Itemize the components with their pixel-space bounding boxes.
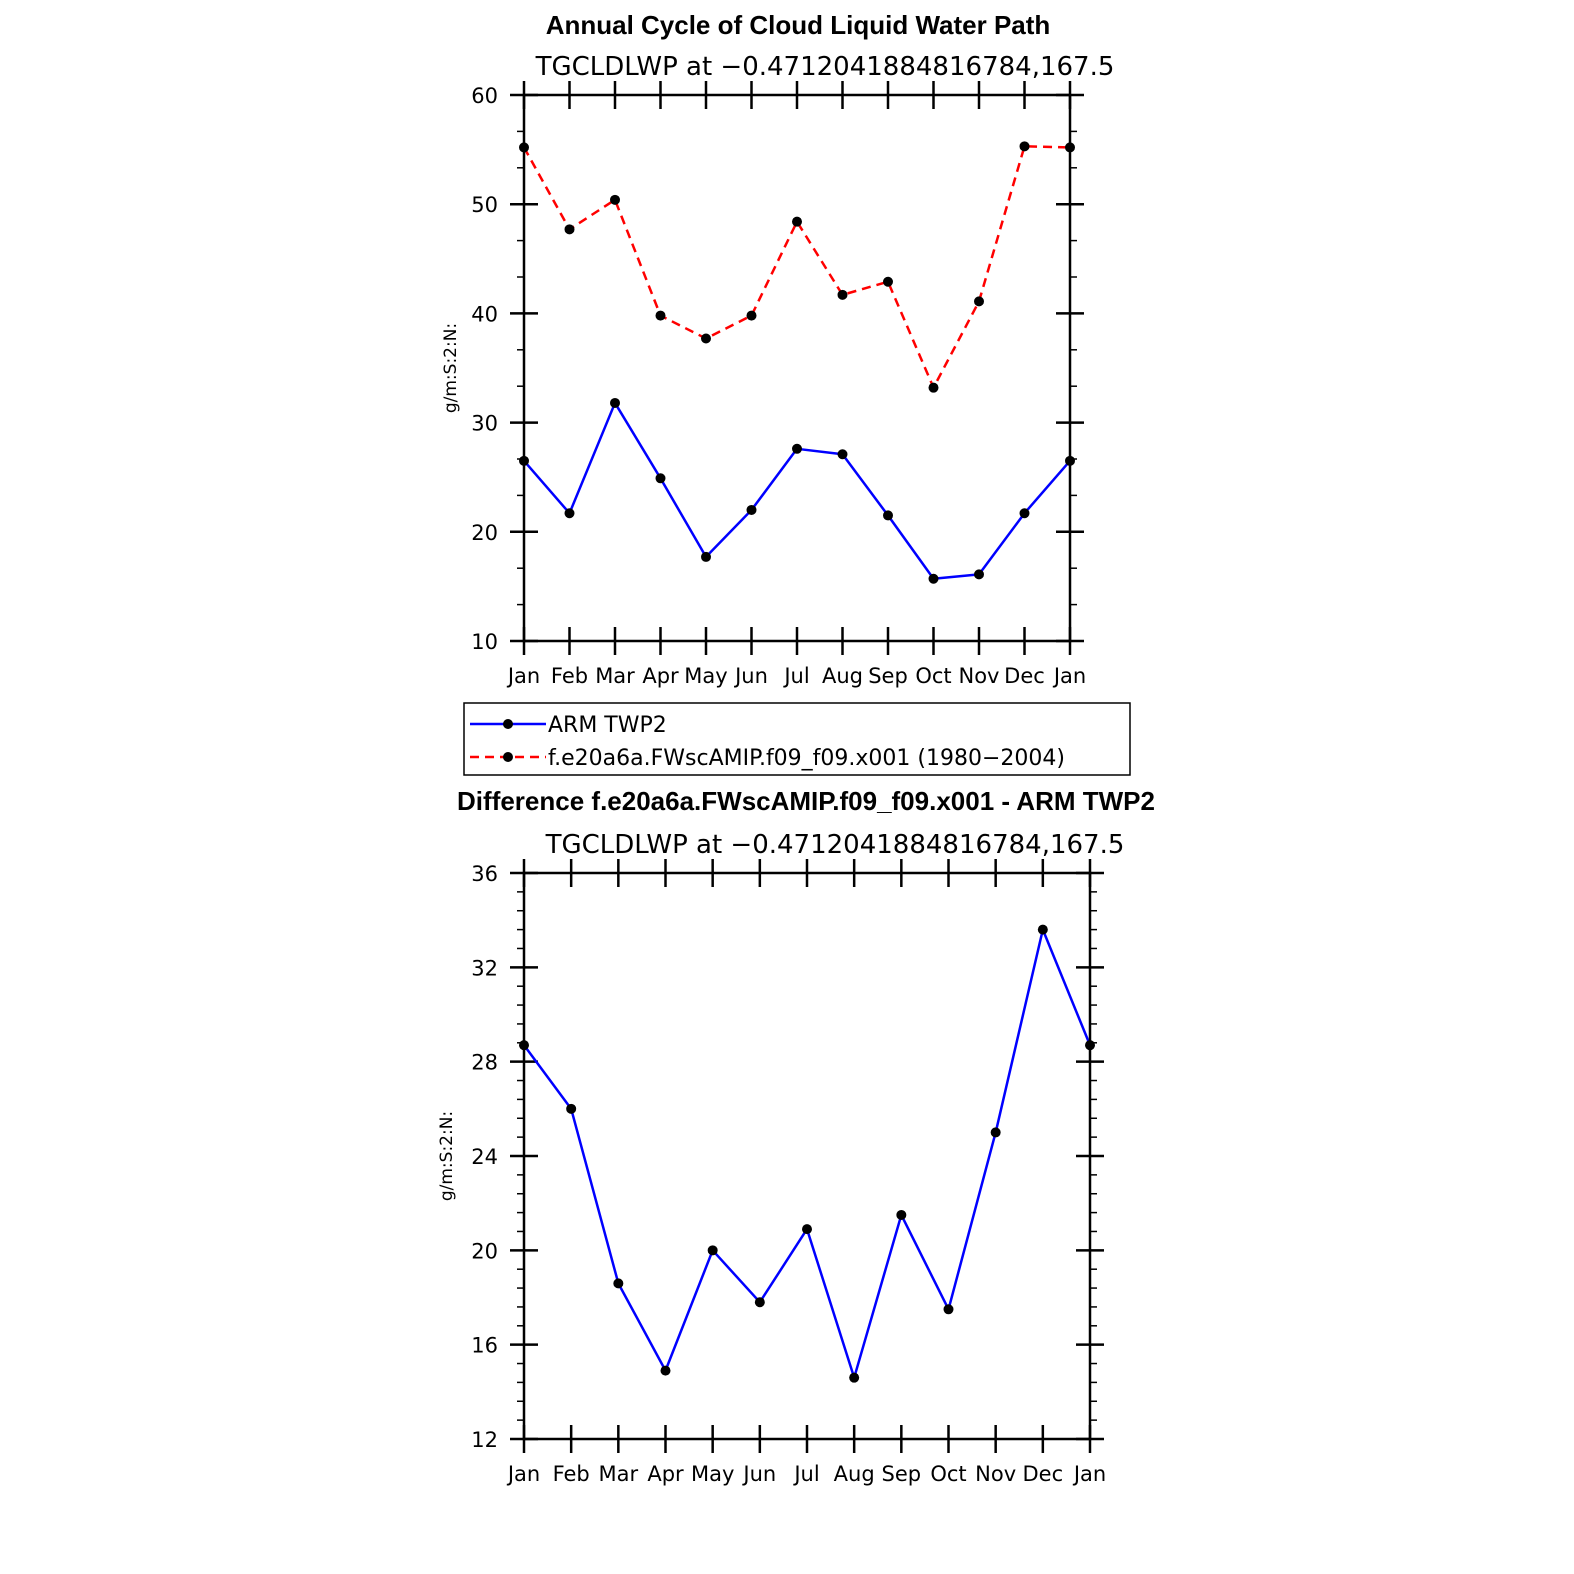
x-tick-label: Feb <box>553 1462 590 1486</box>
x-tick-label: Aug <box>834 1462 875 1486</box>
series-line-1 <box>522 145 1071 389</box>
series-0-point <box>974 569 984 580</box>
series-1-point <box>883 276 893 287</box>
chart1-subtitle: TGCLDLWP at −0.4712041884816784,167.5 <box>535 52 1115 82</box>
series-1-point <box>928 382 939 393</box>
series-0-point <box>837 449 848 460</box>
annual-cycle-chart: Annual Cycle of Cloud Liquid Water Path … <box>441 10 1114 688</box>
x-tick-label: Jan <box>506 664 540 688</box>
x-tick-label: Mar <box>595 664 635 688</box>
legend-label-arm: ARM TWP2 <box>548 713 667 738</box>
chart2-title: Difference f.e20a6a.FWscAMIP.f09_f09.x00… <box>457 786 1155 816</box>
chart1-ylabel: g/m:S:2:N: <box>441 323 461 413</box>
series-0-point <box>943 1304 954 1315</box>
series-1-point <box>564 224 575 235</box>
series-1-point <box>655 310 666 321</box>
x-tick-label: Sep <box>882 1462 922 1486</box>
series-1-point <box>610 194 620 205</box>
series-1-point <box>837 289 848 300</box>
series-0-point <box>655 473 666 484</box>
x-tick-label: Feb <box>551 664 588 688</box>
x-tick-label: Sep <box>868 664 908 688</box>
series-0-point <box>896 1209 907 1220</box>
series-0-point <box>701 551 711 562</box>
series-0-point <box>990 1127 1001 1138</box>
legend-marker-model <box>503 752 513 762</box>
series-0-point <box>707 1245 718 1256</box>
series-1-point <box>701 333 711 344</box>
series-1-point <box>1019 141 1030 152</box>
x-tick-label: Oct <box>915 664 951 688</box>
y-tick-label: 50 <box>471 193 498 217</box>
y-tick-label: 10 <box>471 630 498 654</box>
x-tick-label: May <box>684 664 727 688</box>
series-line-0 <box>522 928 1092 1379</box>
x-tick-label: Nov <box>975 1462 1016 1486</box>
series-0-point <box>928 573 939 584</box>
chart1-legend: ARM TWP2 f.e20a6a.FWscAMIP.f09_f09.x001 … <box>463 702 1131 776</box>
legend-marker-arm <box>503 719 513 729</box>
y-tick-label: 36 <box>471 862 498 886</box>
y-tick-label: 60 <box>471 84 498 108</box>
series-0-point <box>1037 924 1048 935</box>
y-tick-label: 20 <box>471 1239 498 1263</box>
y-tick-label: 32 <box>471 956 498 980</box>
y-tick-label: 30 <box>471 412 498 436</box>
y-tick-label: 16 <box>471 1334 498 1358</box>
series-1-point <box>792 216 802 227</box>
legend-box <box>463 702 1131 776</box>
x-tick-label: Dec <box>1004 664 1045 688</box>
x-tick-label: Jul <box>792 1462 819 1486</box>
y-tick-label: 28 <box>471 1051 498 1075</box>
series-0-point <box>754 1297 765 1308</box>
series-0-point <box>883 510 893 521</box>
series-0-point <box>564 508 575 519</box>
series-0-point <box>849 1372 860 1383</box>
x-tick-label: May <box>691 1462 734 1486</box>
chart1-plot-frame <box>522 93 1072 643</box>
series-0-point <box>660 1365 671 1376</box>
x-tick-label: Jul <box>782 664 809 688</box>
x-tick-label: Oct <box>930 1462 966 1486</box>
series-0-point <box>610 397 620 408</box>
series-0-point <box>802 1224 812 1235</box>
y-tick-label: 12 <box>471 1428 498 1452</box>
x-tick-label: Jan <box>1052 664 1086 688</box>
x-tick-label: Jun <box>741 1462 776 1486</box>
legend-label-model: f.e20a6a.FWscAMIP.f09_f09.x001 (1980−200… <box>548 746 1065 771</box>
series-line-0 <box>523 401 1071 581</box>
y-tick-label: 40 <box>471 302 498 326</box>
chart1-title: Annual Cycle of Cloud Liquid Water Path <box>546 10 1051 40</box>
y-tick-label: 24 <box>471 1145 498 1169</box>
x-tick-label: Mar <box>599 1462 639 1486</box>
series-1-point <box>746 310 757 321</box>
x-tick-label: Jun <box>733 664 768 688</box>
x-tick-label: Apr <box>647 1462 684 1486</box>
x-tick-label: Jan <box>506 1462 540 1486</box>
x-tick-label: Jan <box>1072 1462 1106 1486</box>
x-tick-label: Nov <box>959 664 1000 688</box>
series-0-point <box>1019 508 1030 519</box>
series-1-point <box>974 296 984 307</box>
chart2-ylabel: g/m:S:2:N: <box>437 1111 457 1201</box>
y-tick-label: 20 <box>471 521 498 545</box>
x-tick-label: Apr <box>642 664 679 688</box>
x-tick-label: Aug <box>822 664 863 688</box>
x-tick-label: Dec <box>1023 1462 1064 1486</box>
series-0-point <box>792 443 802 454</box>
chart2-subtitle: TGCLDLWP at −0.4712041884816784,167.5 <box>545 830 1125 860</box>
chart2-plot-frame <box>522 871 1092 1441</box>
difference-chart: Difference f.e20a6a.FWscAMIP.f09_f09.x00… <box>437 786 1155 1486</box>
series-0-point <box>566 1103 577 1114</box>
series-0-point <box>613 1278 624 1289</box>
series-0-point <box>746 504 757 515</box>
